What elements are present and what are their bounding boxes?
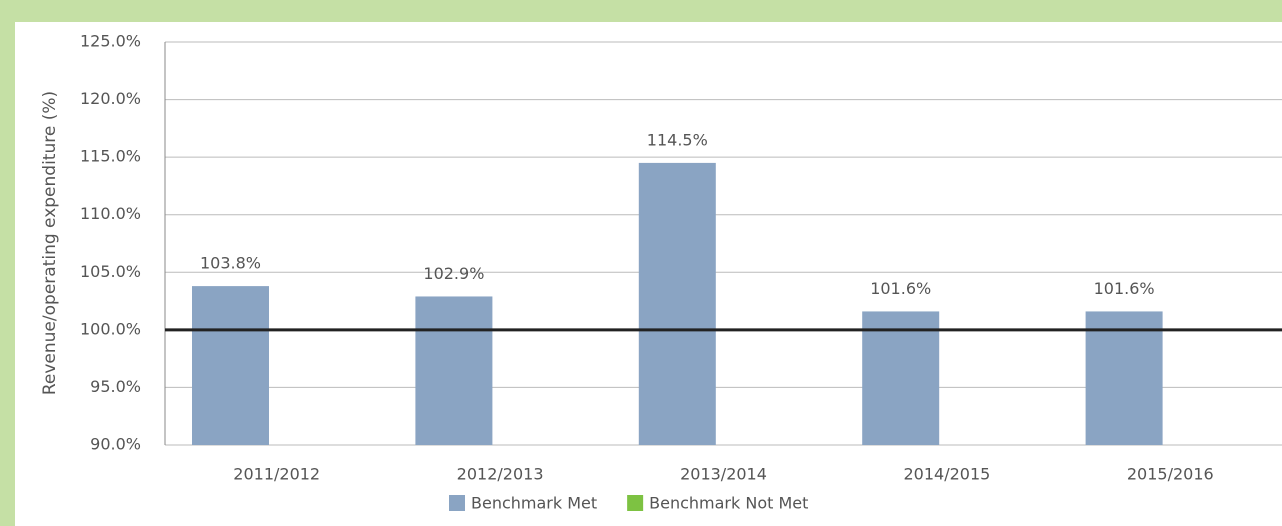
- x-tick-label: 2015/2016: [1127, 465, 1214, 484]
- y-tick-label: 125.0%: [80, 32, 141, 51]
- y-tick-label: 120.0%: [80, 89, 141, 108]
- bar: [638, 162, 716, 445]
- legend-label: Benchmark Not Met: [649, 494, 808, 513]
- x-tick-label: 2011/2012: [233, 465, 320, 484]
- y-tick-label: 110.0%: [80, 204, 141, 223]
- legend-swatch: [449, 495, 465, 511]
- bar: [1085, 311, 1163, 445]
- y-tick-label: 95.0%: [90, 377, 141, 396]
- y-axis-label: Revenue/operating expenditure (%): [40, 91, 60, 395]
- x-tick-label: 2013/2014: [680, 465, 767, 484]
- data-label: 101.6%: [1094, 279, 1155, 298]
- legend-label: Benchmark Met: [471, 494, 597, 513]
- y-tick-label: 105.0%: [80, 262, 141, 281]
- bar: [862, 311, 940, 445]
- y-tick-label: 90.0%: [90, 435, 141, 454]
- data-label: 103.8%: [200, 254, 261, 273]
- x-tick-label: 2014/2015: [903, 465, 990, 484]
- y-tick-label: 100.0%: [80, 319, 141, 338]
- bar: [415, 296, 493, 445]
- data-label: 101.6%: [870, 279, 931, 298]
- bar: [192, 286, 269, 445]
- x-tick-label: 2012/2013: [457, 465, 544, 484]
- y-tick-label: 115.0%: [80, 147, 141, 166]
- data-label: 102.9%: [423, 264, 484, 283]
- legend-swatch: [627, 495, 644, 511]
- data-label: 114.5%: [647, 130, 708, 149]
